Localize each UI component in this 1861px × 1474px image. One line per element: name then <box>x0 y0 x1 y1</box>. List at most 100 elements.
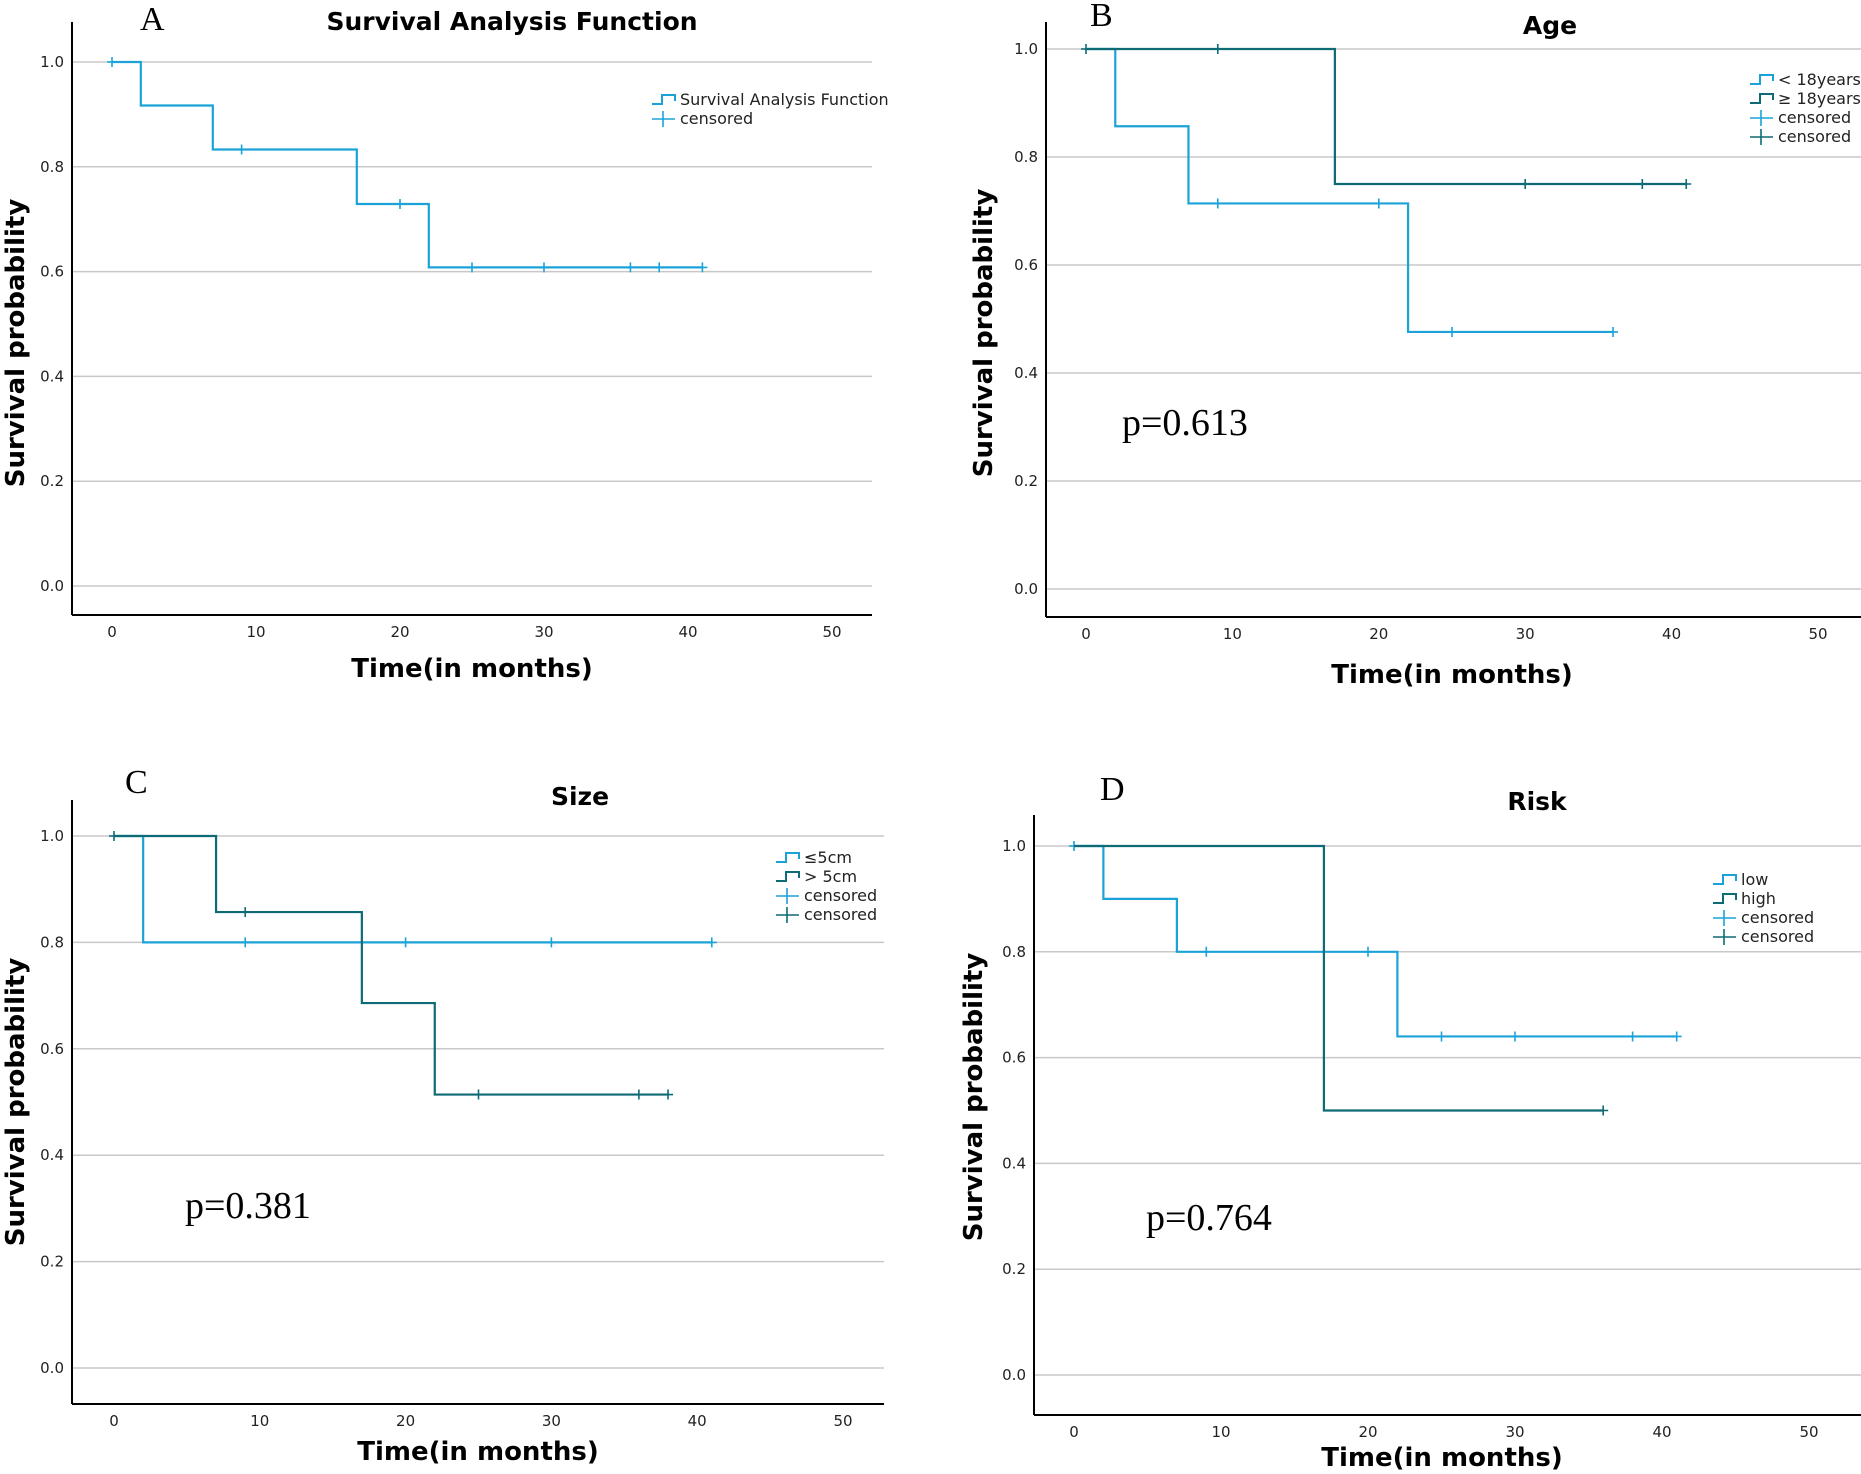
x-tick-label: 0 <box>1081 625 1091 643</box>
censor-mark <box>1608 326 1619 337</box>
censor-mark <box>546 937 557 948</box>
y-tick-label: 0.4 <box>40 367 64 385</box>
x-tick-label: 50 <box>1799 1423 1818 1441</box>
legend-censor-symbol <box>776 888 799 904</box>
legend-label: < 18years <box>1778 70 1861 89</box>
y-tick-label: 0.8 <box>40 158 64 176</box>
y-tick-label: 0.0 <box>1002 1366 1026 1384</box>
x-tick-label: 40 <box>1652 1423 1671 1441</box>
y-tick-label: 0.0 <box>40 1359 64 1377</box>
y-tick-label: 1.0 <box>1014 40 1038 58</box>
legend-label: ≤5cm <box>804 848 852 867</box>
legend-step-symbol <box>1750 93 1774 104</box>
legend-label: censored <box>804 886 877 905</box>
censor-mark <box>1081 44 1091 54</box>
censor-mark <box>633 1089 644 1100</box>
y-tick-label: 1.0 <box>40 53 64 71</box>
legend-label: censored <box>804 905 877 924</box>
censor-mark <box>1510 1031 1520 1042</box>
x-tick-label: 10 <box>246 623 265 641</box>
chart-title: Size <box>551 782 609 811</box>
y-tick-label: 0.8 <box>40 933 64 951</box>
series-line-1 <box>1086 47 1687 186</box>
censor-mark <box>400 937 411 948</box>
chart-panel-c: 0.0 0.2 0.4 0.6 0.8 1.0 0 10 20 30 40 50 C Size Time(i… <box>1 764 884 1467</box>
y-tick-label: 0.2 <box>40 1253 64 1271</box>
censor-mark <box>236 144 247 155</box>
censor-mark <box>654 262 665 273</box>
x-tick-label: 50 <box>822 623 841 641</box>
y-axis-label: Survival probability <box>959 953 989 1242</box>
x-tick-label: 30 <box>534 623 553 641</box>
x-tick-label: 10 <box>250 1412 269 1430</box>
censor-mark <box>1363 946 1373 957</box>
censor-mark <box>240 937 251 948</box>
x-tick-label: 0 <box>107 623 117 641</box>
censor-mark <box>1436 1031 1447 1042</box>
x-tick-label: 20 <box>396 1412 415 1430</box>
legend-step-symbol <box>1713 893 1737 904</box>
legend-label: ≥ 18years <box>1778 89 1861 108</box>
censor-mark <box>240 907 251 918</box>
series-line-0 <box>112 60 703 269</box>
panel-letter: D <box>1100 771 1125 808</box>
censor-mark <box>1671 1031 1682 1042</box>
p-value-label: p=0.381 <box>185 1185 311 1227</box>
x-tick-label: 20 <box>390 623 409 641</box>
legend-label: censored <box>1778 127 1851 146</box>
legend-step-symbol <box>776 871 800 882</box>
chart-title: Survival Analysis Function <box>326 7 697 36</box>
y-tick-label: 0.4 <box>1014 364 1038 382</box>
legend-label: low <box>1741 870 1768 889</box>
x-tick-label: 10 <box>1211 1423 1230 1441</box>
x-axis-label: Time(in months) <box>351 654 593 684</box>
legend-label: censored <box>1741 927 1814 946</box>
chart-title: Risk <box>1507 787 1568 816</box>
legend-label: censored <box>680 109 753 128</box>
y-tick-label: 0.0 <box>1014 580 1038 598</box>
x-axis-label: Time(in months) <box>1331 660 1573 690</box>
panel-letter: A <box>140 1 165 38</box>
censor-mark <box>697 262 708 273</box>
legend-step-symbol <box>1713 874 1737 885</box>
chart-panel-b: 0.0 0.2 0.4 0.6 0.8 1.0 0 10 20 30 40 50 B Age Time(in… <box>969 0 1861 690</box>
y-tick-label: 0.2 <box>40 472 64 490</box>
censor-mark <box>1447 326 1457 337</box>
y-tick-label: 0.6 <box>40 263 64 281</box>
y-tick-label: 1.0 <box>1002 837 1026 855</box>
y-tick-label: 0.4 <box>1002 1154 1026 1172</box>
x-tick-label: 50 <box>1808 625 1827 643</box>
censor-mark <box>107 57 117 67</box>
x-tick-label: 30 <box>542 1412 561 1430</box>
series-line-0 <box>114 834 712 944</box>
x-tick-label: 40 <box>688 1412 707 1430</box>
legend-step-symbol <box>1750 74 1774 85</box>
series-line-0 <box>1074 844 1677 1038</box>
censor-mark <box>109 831 119 841</box>
y-tick-label: 0.6 <box>40 1040 64 1058</box>
y-tick-label: 0.4 <box>40 1146 64 1164</box>
legend-label: censored <box>1741 908 1814 927</box>
legend-label: high <box>1741 889 1776 908</box>
y-tick-label: 0.6 <box>1014 256 1038 274</box>
legend-step-symbol <box>652 94 676 105</box>
y-axis-label: Survival probability <box>1 199 31 488</box>
censor-mark <box>1520 179 1531 189</box>
y-tick-label: 0.2 <box>1002 1260 1026 1278</box>
censor-mark <box>1201 946 1212 957</box>
legend-censor-symbol <box>652 111 675 127</box>
legend-censor-symbol <box>1750 110 1773 126</box>
chart-panel-d: 0.0 0.2 0.4 0.6 0.8 1.0 0 10 20 30 40 50 D Risk Time(i… <box>959 771 1861 1473</box>
legend-label: > 5cm <box>804 867 857 886</box>
censor-mark <box>1681 179 1692 189</box>
series-line-1 <box>114 834 669 1096</box>
censor-mark <box>539 262 549 273</box>
censor-mark <box>1637 179 1648 189</box>
legend-censor-symbol <box>1713 910 1736 926</box>
series-line-0 <box>1086 47 1614 334</box>
